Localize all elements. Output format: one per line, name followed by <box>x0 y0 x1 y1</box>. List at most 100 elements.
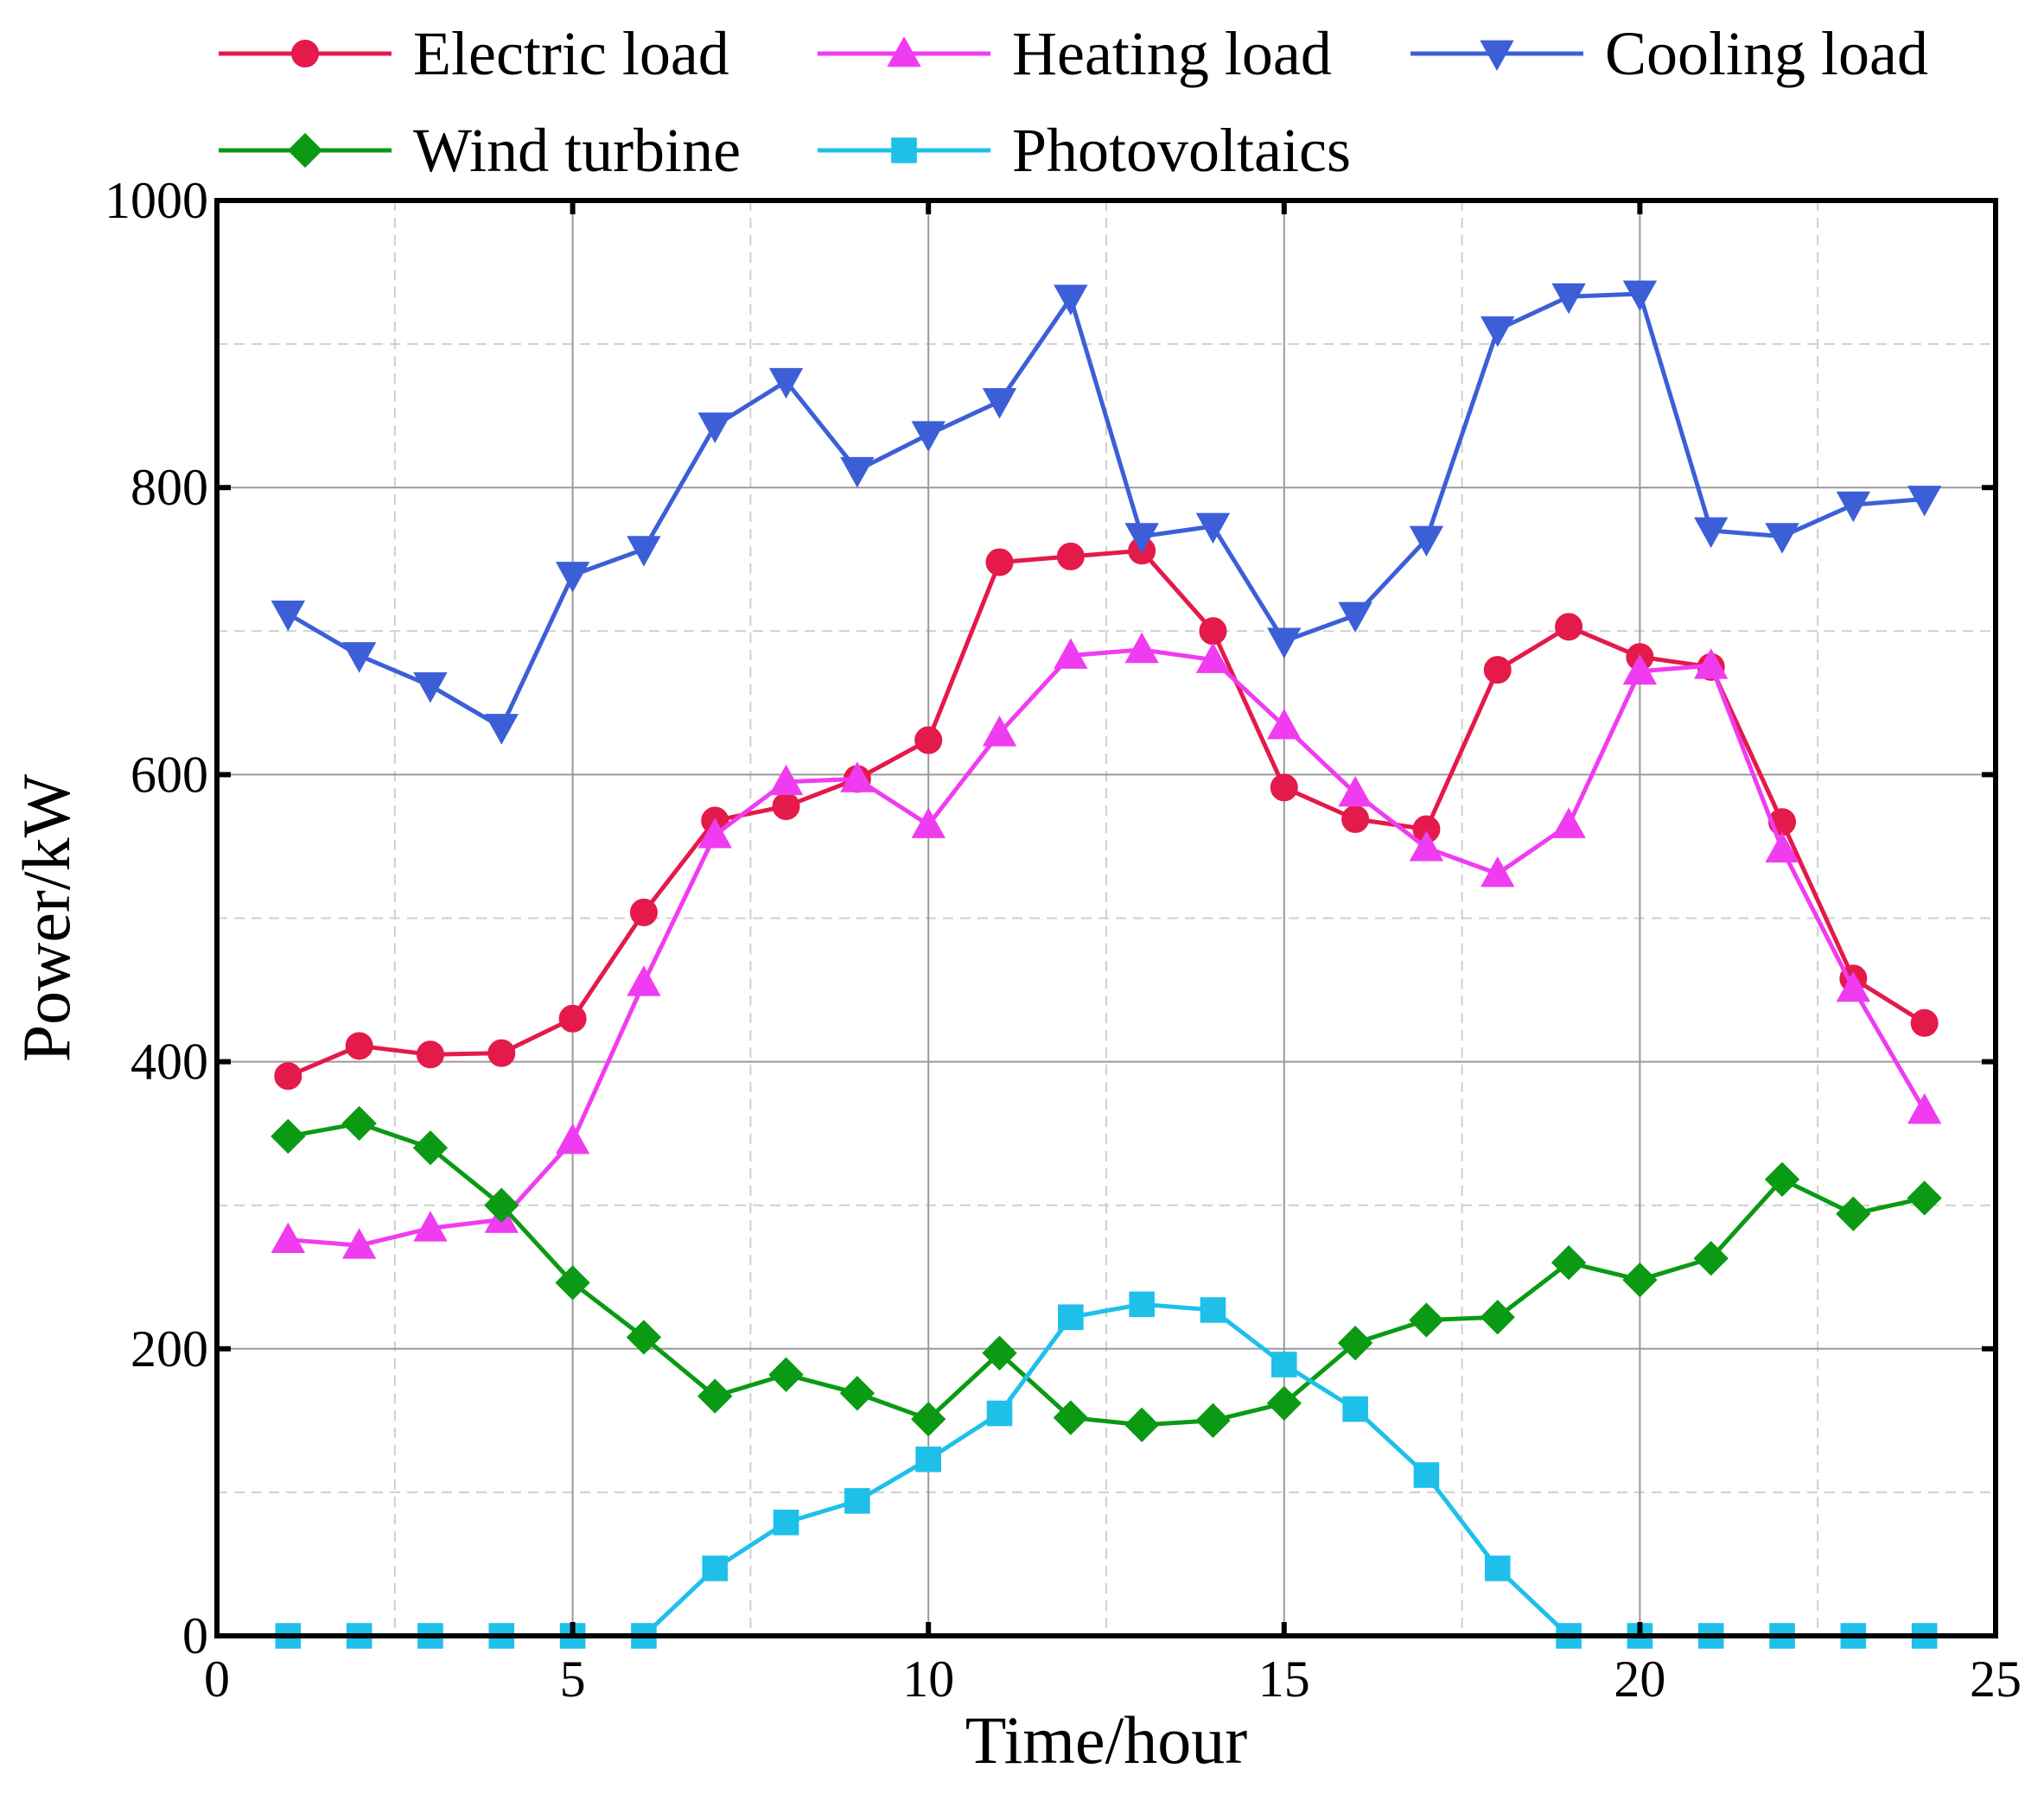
legend: Electric load Heating load Cooling load Win… <box>219 19 1928 185</box>
cooling-load-point <box>1694 517 1729 549</box>
electric-load-point <box>985 548 1014 576</box>
heating-load-point <box>413 1211 448 1242</box>
y-tick-label: 600 <box>131 746 208 803</box>
x-tick-label: 5 <box>560 1651 586 1708</box>
cooling-load-point <box>1907 486 1942 517</box>
photovoltaics-point <box>915 1446 942 1473</box>
photovoltaics-point <box>1200 1297 1226 1323</box>
tick-labels: 0 5 10 15 20 25 0 200 400 600 800 1000 <box>105 172 2022 1708</box>
legend-marker <box>287 132 323 169</box>
wind-turbine-point <box>697 1378 733 1414</box>
wind-turbine-point <box>1836 1196 1871 1231</box>
cooling-load-point <box>1622 280 1658 312</box>
cooling-load-point <box>1124 523 1159 554</box>
heating-load-point <box>840 761 875 792</box>
wind-turbine-point <box>1480 1300 1515 1335</box>
wind-turbine-point <box>1551 1244 1587 1281</box>
photovoltaics-point <box>702 1555 729 1581</box>
cooling-load-line <box>287 291 1925 730</box>
cooling-load-point <box>911 421 946 452</box>
heating-load-point <box>1694 648 1729 679</box>
cooling-load-point <box>1551 283 1586 315</box>
electric-load-point <box>772 792 800 820</box>
wind-turbine-point <box>555 1265 590 1301</box>
legend-item-heating-load: Heating load <box>818 19 1332 88</box>
wind-turbine-point <box>271 1118 306 1155</box>
x-axis-title: Time/hour <box>965 1702 1248 1778</box>
cooling-load-point <box>1267 627 1302 658</box>
photovoltaics-point <box>1342 1396 1368 1422</box>
heating-load-point <box>627 965 661 996</box>
legend-item-wind-turbine: Wind turbine <box>219 116 741 185</box>
y-tick-label: 400 <box>131 1034 208 1091</box>
wind-turbine-point <box>626 1320 662 1355</box>
y-tick-label: 0 <box>182 1607 208 1664</box>
grid <box>217 200 1996 1636</box>
series-wind-turbine <box>271 1105 1942 1442</box>
wind-turbine-point <box>1337 1325 1373 1361</box>
legend-item-photovoltaics: Photovoltaics <box>818 116 1351 185</box>
wind-turbine-point <box>1124 1407 1160 1442</box>
heating-load-point <box>1551 807 1586 838</box>
x-tick-label: 20 <box>1614 1651 1665 1708</box>
heating-load-point <box>271 1222 306 1253</box>
x-tick-label: 10 <box>902 1651 954 1708</box>
photovoltaics-point <box>844 1488 870 1514</box>
cooling-load-point <box>484 714 519 745</box>
heating-load-point <box>1409 830 1444 862</box>
heating-load-point <box>1622 653 1658 685</box>
electric-load-point <box>345 1032 373 1060</box>
cooling-load-point <box>1409 525 1444 557</box>
x-tick-label: 25 <box>1970 1651 2022 1708</box>
series-layer <box>271 280 1942 1649</box>
electric-load-point <box>1910 1008 1939 1037</box>
wind-turbine-point <box>1266 1385 1302 1422</box>
heating-load-point <box>1338 775 1372 807</box>
legend-item-cooling-load: Cooling load <box>1410 19 1928 88</box>
cooling-load-point <box>697 412 732 443</box>
heating-load-point <box>982 716 1017 747</box>
legend-item-electric-load: Electric load <box>219 19 729 88</box>
photovoltaics-point <box>1271 1352 1297 1377</box>
electric-load-point <box>558 1004 587 1033</box>
plot-frame <box>214 198 1998 1638</box>
electric-load-point <box>487 1039 516 1067</box>
cooling-load-point <box>768 367 804 399</box>
heating-load-point <box>555 1123 590 1155</box>
legend-label: Photovoltaics <box>1012 116 1351 185</box>
heating-load-point <box>697 817 732 849</box>
photovoltaics-point <box>1129 1291 1155 1318</box>
heating-load-point <box>1836 970 1871 1002</box>
photovoltaics-point <box>773 1509 799 1536</box>
photovoltaics-point <box>1484 1555 1511 1581</box>
electric-load-point <box>914 726 943 754</box>
heating-load-point <box>1480 856 1515 887</box>
cooling-load-point <box>982 388 1017 419</box>
wind-turbine-point <box>412 1130 449 1166</box>
cooling-load-point <box>341 642 377 673</box>
photovoltaics-point <box>1058 1304 1084 1331</box>
cooling-load-point <box>1480 316 1515 347</box>
wind-turbine-point <box>1764 1161 1800 1197</box>
heating-load-point <box>911 807 946 838</box>
x-tick-label: 15 <box>1258 1651 1310 1708</box>
wind-turbine-point <box>1622 1262 1658 1298</box>
cooling-load-point <box>840 456 875 488</box>
cooling-load-point <box>1338 601 1372 633</box>
wind-turbine-point <box>1409 1302 1444 1338</box>
electric-load-point <box>1483 656 1512 684</box>
heating-load-point <box>1195 642 1231 673</box>
legend-label: Electric load <box>413 19 729 88</box>
wind-turbine-point <box>1053 1400 1089 1435</box>
wind-turbine-point <box>341 1105 377 1142</box>
cooling-load-point <box>1765 523 1799 554</box>
heating-load-point <box>341 1228 377 1259</box>
electric-load-point <box>416 1040 444 1069</box>
legend-label: Wind turbine <box>413 116 741 185</box>
wind-turbine-point <box>484 1187 519 1223</box>
electric-load-point <box>1341 805 1370 833</box>
cooling-load-point <box>271 600 306 632</box>
legend-marker <box>291 40 319 67</box>
heating-load-point <box>1765 831 1799 863</box>
